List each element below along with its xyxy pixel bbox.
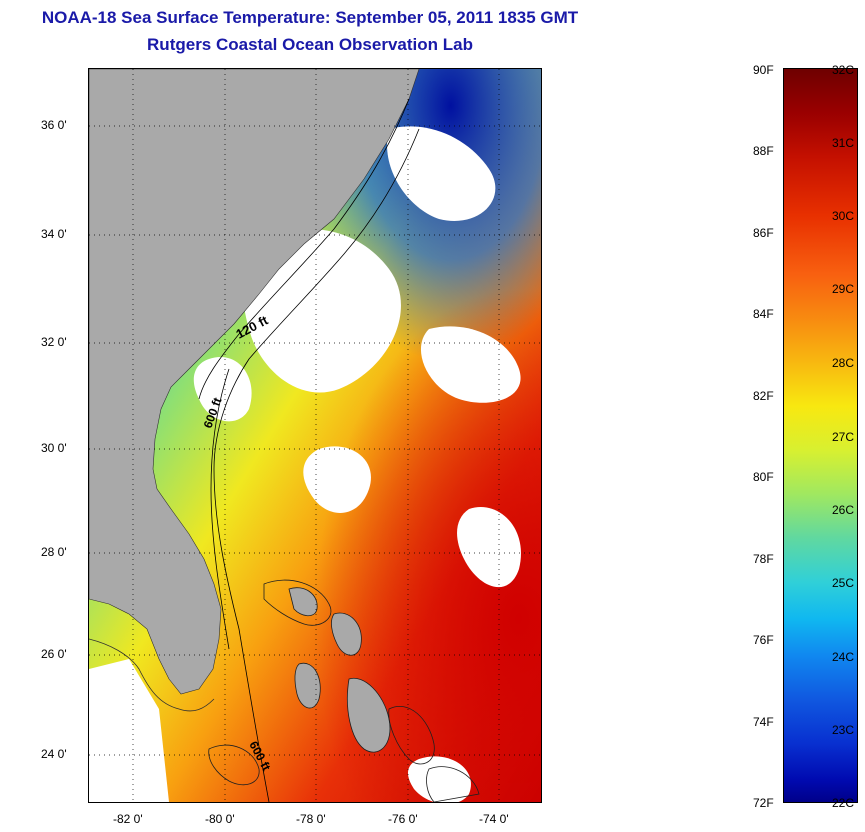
us-mainland [89,69,420,695]
bahamas-islands [208,579,480,802]
map-grid [89,69,541,802]
colorbar-label-84f: 84F [753,307,774,321]
colorbar-label-88f: 88F [753,144,774,158]
colorbar-label-23c: 23C [832,723,855,737]
colorbar-label-78f: 78F [753,552,774,566]
lon-label-76: -76 0' [388,812,418,826]
lat-label-34: 34 0' [41,227,67,241]
lon-label-80: -80 0' [205,812,235,826]
colorbar-label-76f: 76F [753,633,774,647]
colorbar-label-86f: 86F [753,226,774,240]
colorbar-label-80f: 80F [753,470,774,484]
map-subtitle: Rutgers Coastal Ocean Observation Lab [147,35,473,54]
isobath-contours [198,98,420,802]
map-title: NOAA-18 Sea Surface Temperature: Septemb… [41,8,579,27]
colorbar-label-28c: 28C [832,356,855,370]
temperature-colorbar [783,68,858,803]
colorbar-label-22c: 22C [832,796,855,810]
colorbar-label-27c: 27C [832,430,855,444]
lat-label-36: 36 0' [41,118,67,132]
colorbar-label-30c: 30C [832,209,855,223]
colorbar-label-25c: 25C [832,576,855,590]
lon-label-82: -82 0' [113,812,143,826]
colorbar-label-32c: 32C [832,63,855,77]
colorbar-label-31c: 31C [832,136,855,150]
lon-label-74: -74 0' [479,812,509,826]
colorbar-label-72f: 72F [753,796,774,810]
lat-label-30: 30 0' [41,441,67,455]
lat-label-26: 26 0' [41,647,67,661]
lat-label-24: 24 0' [41,747,67,761]
colorbar-label-82f: 82F [753,389,774,403]
colorbar-label-74f: 74F [753,715,774,729]
lat-label-32: 32 0' [41,335,67,349]
colorbar-label-24c: 24C [832,650,855,664]
sst-map-canvas: 120 ft 600 ft 600 ft [89,69,541,802]
lon-label-78: -78 0' [296,812,326,826]
sst-map[interactable]: 120 ft 600 ft 600 ft [88,68,542,803]
colorbar-label-90f: 90F [753,63,774,77]
lat-label-28: 28 0' [41,545,67,559]
colorbar-label-26c: 26C [832,503,855,517]
florida-keys-outline [89,638,215,712]
colorbar-label-29c: 29C [832,282,855,296]
